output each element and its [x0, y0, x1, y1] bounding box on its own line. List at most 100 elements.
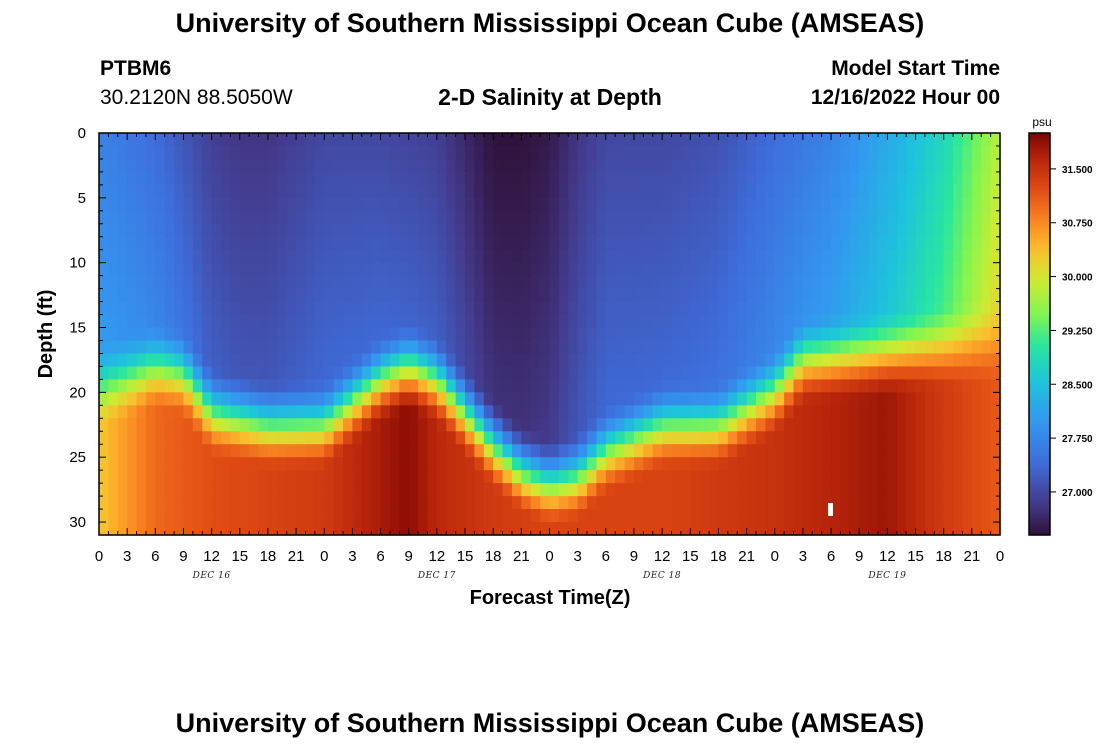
heatmap-cell	[136, 288, 147, 303]
heatmap-cell	[296, 275, 307, 290]
heatmap-cell	[840, 522, 851, 536]
heatmap-cell	[840, 223, 851, 238]
heatmap-cell	[511, 145, 522, 160]
heatmap-cell	[127, 314, 138, 329]
heatmap-cell	[699, 522, 710, 536]
heatmap-cell	[361, 405, 372, 419]
heatmap-cell	[605, 392, 616, 406]
heatmap-cell	[699, 418, 710, 432]
heatmap-cell	[709, 379, 720, 393]
heatmap-cell	[934, 483, 945, 497]
heatmap-cell	[483, 236, 494, 251]
heatmap-cell	[127, 431, 138, 445]
heatmap-cell	[436, 158, 447, 173]
heatmap-cell	[164, 483, 175, 497]
heatmap-cell	[380, 457, 391, 471]
heatmap-cell	[174, 275, 185, 290]
heatmap-cell	[831, 275, 842, 290]
heatmap-cell	[746, 236, 757, 251]
x-tick-label: 9	[630, 548, 638, 565]
heatmap-cell	[643, 405, 654, 419]
heatmap-cell	[371, 145, 382, 160]
heatmap-cell	[615, 509, 626, 523]
heatmap-cell	[633, 223, 644, 238]
heatmap-cell	[277, 522, 288, 536]
heatmap-cell	[831, 366, 842, 380]
heatmap-cell	[333, 418, 344, 432]
heatmap-cell	[671, 444, 682, 458]
heatmap-cell	[108, 470, 119, 484]
heatmap-cell	[718, 457, 729, 471]
heatmap-cell	[727, 249, 738, 264]
heatmap-cell	[652, 171, 663, 186]
heatmap-cell	[408, 145, 419, 160]
heatmap-cell	[868, 470, 879, 484]
heatmap-cell	[192, 327, 203, 342]
heatmap-cell	[474, 184, 485, 199]
heatmap-cell	[568, 392, 579, 406]
heatmap-cell	[145, 275, 156, 290]
heatmap-cell	[361, 249, 372, 264]
heatmap-cell	[155, 379, 166, 393]
heatmap-cell	[239, 158, 250, 173]
heatmap-cell	[671, 275, 682, 290]
heatmap-cell	[521, 340, 532, 355]
heatmap-cell	[521, 210, 532, 225]
heatmap-cell	[727, 301, 738, 316]
heatmap-cell	[558, 470, 569, 484]
heatmap-cell	[558, 171, 569, 186]
heatmap-cell	[174, 418, 185, 432]
heatmap-cell	[333, 223, 344, 238]
heatmap-cell	[953, 483, 964, 497]
heatmap-cell	[352, 522, 363, 536]
heatmap-cell	[709, 483, 720, 497]
heatmap-cell	[680, 522, 691, 536]
heatmap-cell	[887, 418, 898, 432]
heatmap-cell	[568, 262, 579, 277]
heatmap-cell	[746, 366, 757, 380]
heatmap-cell	[709, 288, 720, 303]
heatmap-cell	[727, 145, 738, 160]
heatmap-cell	[502, 522, 513, 536]
heatmap-cell	[521, 301, 532, 316]
heatmap-cell	[971, 171, 982, 186]
heatmap-cell	[389, 340, 400, 355]
heatmap-cell	[587, 392, 598, 406]
heatmap-cell	[549, 327, 560, 342]
heatmap-cell	[971, 340, 982, 355]
heatmap-cell	[868, 444, 879, 458]
heatmap-cell	[624, 133, 635, 147]
x-tick-label: 12	[429, 548, 446, 565]
heatmap-cell	[371, 301, 382, 316]
heatmap-cell	[953, 418, 964, 432]
heatmap-cell	[633, 418, 644, 432]
heatmap-cell	[981, 288, 992, 303]
heatmap-cell	[755, 496, 766, 510]
heatmap-cell	[587, 379, 598, 393]
heatmap-cell	[521, 366, 532, 380]
heatmap-cell	[849, 379, 860, 393]
heatmap-cell	[690, 457, 701, 471]
heatmap-cell	[136, 223, 147, 238]
heatmap-cell	[493, 327, 504, 342]
heatmap-cell	[521, 197, 532, 212]
heatmap-cell	[314, 145, 325, 160]
heatmap-cell	[305, 288, 316, 303]
heatmap-cell	[427, 353, 438, 368]
heatmap-cell	[192, 353, 203, 368]
heatmap-cell	[680, 145, 691, 160]
heatmap-cell	[145, 197, 156, 212]
heatmap-cell	[981, 145, 992, 160]
heatmap-cell	[174, 405, 185, 419]
heatmap-cell	[117, 379, 128, 393]
heatmap-cell	[652, 314, 663, 329]
heatmap-cell	[831, 444, 842, 458]
heatmap-cell	[624, 418, 635, 432]
heatmap-cell	[511, 262, 522, 277]
heatmap-cell	[286, 366, 297, 380]
heatmap-cell	[906, 249, 917, 264]
heatmap-cell	[746, 353, 757, 368]
heatmap-cell	[108, 133, 119, 147]
heatmap-cell	[906, 444, 917, 458]
heatmap-cell	[389, 509, 400, 523]
